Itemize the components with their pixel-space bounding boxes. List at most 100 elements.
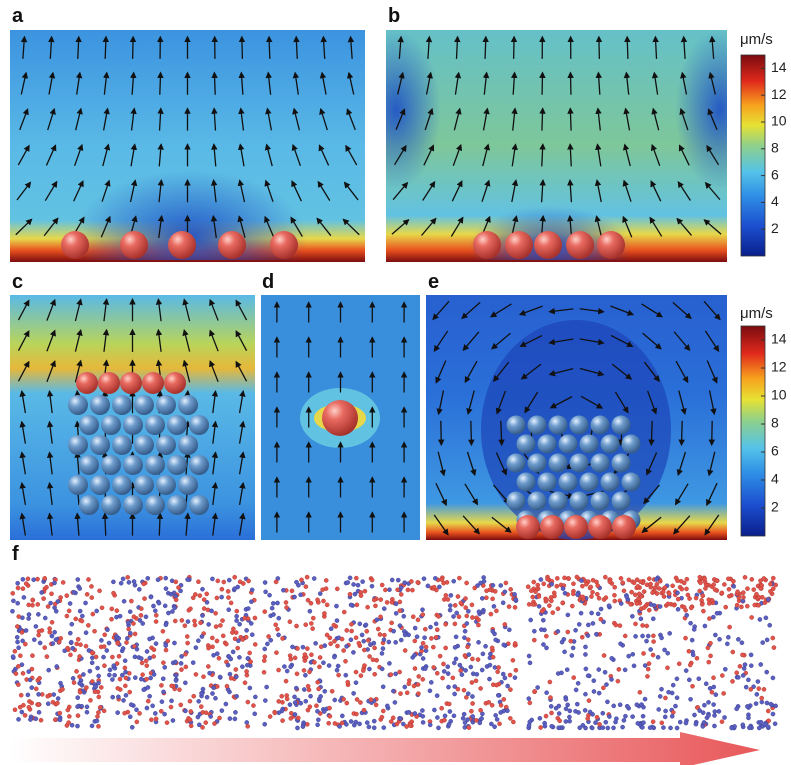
particle-dot <box>271 601 275 605</box>
particle-dot <box>75 724 79 728</box>
particle-dot <box>119 581 123 585</box>
colorbar-tick-label: 2 <box>771 220 779 236</box>
particle-dot <box>387 588 391 592</box>
particle-dot <box>354 712 358 716</box>
particle-dot <box>650 591 654 595</box>
particle-dot <box>643 663 647 667</box>
particle-dot <box>453 684 457 688</box>
particle-dot <box>597 722 601 726</box>
particle-dot <box>148 656 152 660</box>
particle-dot <box>694 722 698 726</box>
particle-dot <box>153 711 157 715</box>
particle-dot <box>274 580 278 584</box>
particle-dot <box>577 622 581 626</box>
particle-dot <box>212 721 216 725</box>
particle-dot <box>657 586 661 590</box>
particle-dot <box>398 624 402 628</box>
particle-dot <box>296 716 300 720</box>
particle-dot <box>444 622 448 626</box>
particle-dot <box>421 641 425 645</box>
particle-dot <box>564 719 568 723</box>
particle-dot <box>771 676 775 680</box>
colorbar-tick-label: 4 <box>771 193 779 209</box>
figure: a b c d e f μm/s μm/s 246810121424681012… <box>0 0 791 765</box>
particle-dot <box>768 582 772 586</box>
particle-sphere <box>559 435 578 454</box>
particle-dot <box>165 721 169 725</box>
particle-dot <box>645 674 649 678</box>
particle-dot <box>196 580 200 584</box>
particle-dot <box>315 598 319 602</box>
particle-dot <box>590 590 594 594</box>
particle-dot <box>480 596 484 600</box>
particle-dot <box>732 584 736 588</box>
particle-dot <box>214 625 218 629</box>
particle-dot <box>736 637 740 641</box>
particle-dot <box>630 614 634 618</box>
particle-dot <box>396 578 400 582</box>
particle-dot <box>355 603 359 607</box>
particle-dot <box>597 667 601 671</box>
particle-dot <box>193 592 197 596</box>
particle-dot <box>172 641 176 645</box>
particle-dot <box>416 580 420 584</box>
particle-dot <box>71 646 75 650</box>
particle-dot <box>78 586 82 590</box>
particle-dot <box>663 709 667 713</box>
particle-dot <box>188 718 192 722</box>
particle-dot <box>253 695 257 699</box>
particle-dot <box>380 715 384 719</box>
particle-dot <box>727 594 731 598</box>
colorbar-tick-label: 10 <box>771 387 787 403</box>
particle-dot <box>722 582 726 586</box>
particle-dot <box>712 724 716 728</box>
particle-dot <box>198 621 202 625</box>
particle-dot <box>226 663 230 667</box>
particle-dot <box>289 716 293 720</box>
particle-dot <box>85 592 89 596</box>
particle-dot <box>771 636 775 640</box>
particle-dot <box>27 670 31 674</box>
particle-dot <box>174 673 178 677</box>
particle-dot <box>649 647 653 651</box>
particle-dot <box>463 629 467 633</box>
particle-dot <box>26 693 30 697</box>
particle-dot <box>90 651 94 655</box>
particle-dot <box>607 714 611 718</box>
particle-dot <box>55 664 59 668</box>
particle-dot <box>658 579 662 583</box>
particle-dot <box>528 661 532 665</box>
particle-dot <box>81 672 85 676</box>
particle-sphere <box>591 454 610 473</box>
particle-dot <box>49 592 53 596</box>
particle-dot <box>74 617 78 621</box>
particle-dot <box>394 640 398 644</box>
particle-dot <box>405 691 409 695</box>
particle-dot <box>332 639 336 643</box>
particle-dot <box>102 644 106 648</box>
particle-dot <box>545 598 549 602</box>
particle-dot <box>43 616 47 620</box>
flow-arrow <box>485 37 486 59</box>
particle-dot <box>576 681 580 685</box>
particle-dot <box>684 608 688 612</box>
particle-dot <box>658 604 662 608</box>
particle-dot <box>526 585 530 589</box>
particle-dot <box>69 640 73 644</box>
particle-dot <box>362 639 366 643</box>
particle-dot <box>708 641 712 645</box>
particle-dot <box>731 650 735 654</box>
particle-dot <box>316 718 320 722</box>
particle-dot <box>481 652 485 656</box>
particle-dot <box>365 721 369 725</box>
panel-label: e <box>428 271 439 293</box>
particle-sphere <box>622 435 641 454</box>
particle-dot <box>563 591 567 595</box>
particle-dot <box>20 710 24 714</box>
particle-dot <box>39 718 43 722</box>
particle-dot <box>701 724 705 728</box>
particle-dot <box>346 680 350 684</box>
particle-dot <box>382 638 386 642</box>
particle-dot <box>715 579 719 583</box>
progress-arrow <box>10 732 760 765</box>
